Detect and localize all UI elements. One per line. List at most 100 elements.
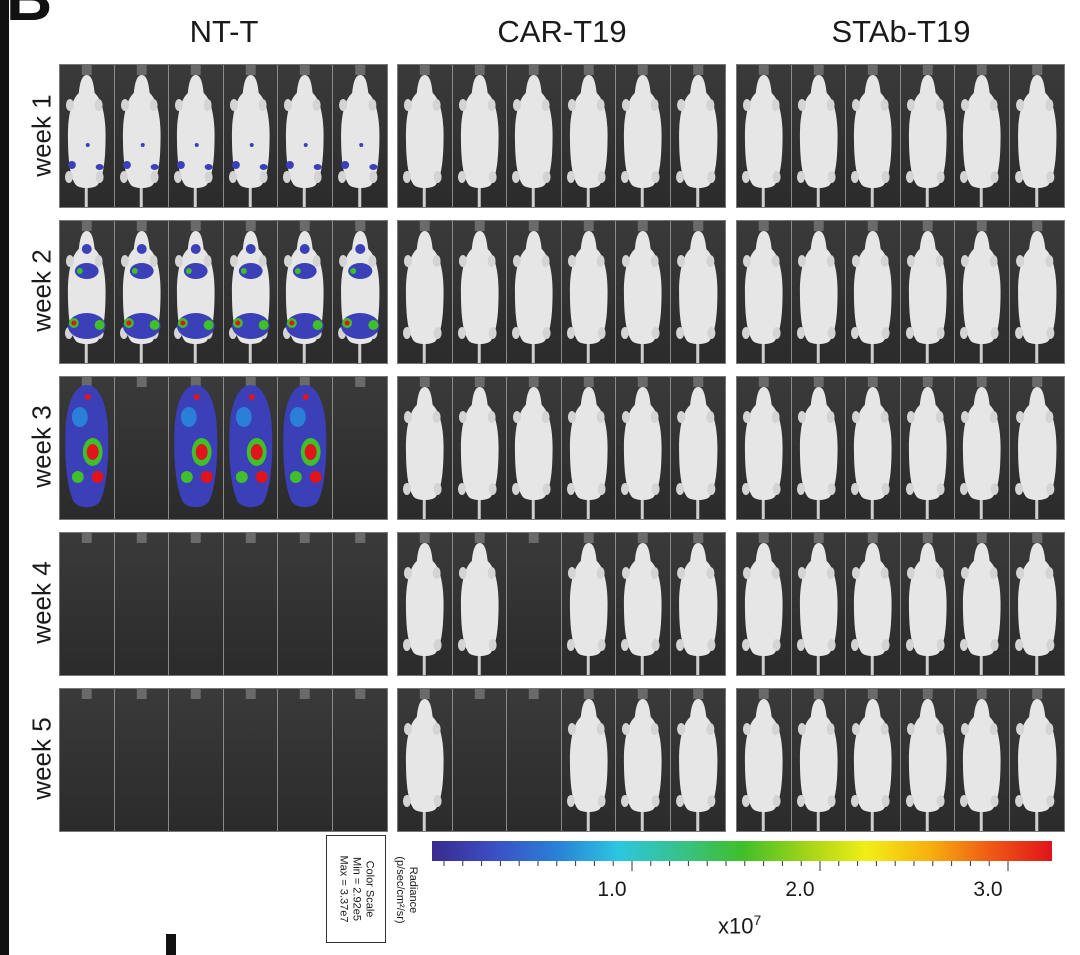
mouse-image-cell (452, 65, 507, 207)
mouse-image-cell (114, 65, 169, 207)
mouse-silhouette (620, 533, 662, 675)
image-strip (59, 64, 388, 208)
mouse-image-cell (791, 221, 846, 363)
tick-label-3: 3.0 (973, 878, 1003, 901)
mouse-image-cell (223, 689, 278, 831)
mouse-silhouette (1014, 221, 1056, 363)
color-scale-box: Color Scale Min = 2.92e5 Max = 3.37e7 (326, 835, 386, 943)
mouse-image-cell (223, 221, 278, 363)
mouse-silhouette (566, 533, 608, 675)
mouse-silhouette (402, 377, 444, 519)
mouse-image-cell (561, 533, 616, 675)
image-strip (59, 220, 388, 364)
mouse-silhouette (228, 377, 272, 508)
mouse-image-cell (670, 65, 725, 207)
mouse-image-cell (670, 533, 725, 675)
mouse-image-cell (846, 533, 901, 675)
colorbar (432, 841, 1052, 861)
mouse-silhouette (354, 689, 365, 699)
mouse-image-cell (332, 65, 387, 207)
mouse-image-cell (332, 377, 387, 519)
mouse-image-cell (507, 377, 562, 519)
mouse-image-cell (955, 65, 1010, 207)
mouse-silhouette (173, 65, 215, 207)
mouse-silhouette (850, 533, 892, 675)
mouse-silhouette (337, 65, 379, 207)
image-strip (736, 532, 1065, 676)
mouse-image-cell (278, 65, 333, 207)
mouse-silhouette (796, 377, 838, 519)
mouse-image-cell (955, 689, 1010, 831)
mouse-image-cell (791, 689, 846, 831)
panel-letter: B (6, 0, 52, 30)
mouse-silhouette (228, 65, 270, 207)
mouse-image-cell (114, 377, 169, 519)
mouse-image-cell (452, 533, 507, 675)
mouse-image-cell (900, 533, 955, 675)
mouse-image-cell (846, 65, 901, 207)
mouse-image-cell (332, 689, 387, 831)
mouse-image-cell (169, 65, 224, 207)
mouse-silhouette (1014, 689, 1056, 831)
image-strip (736, 376, 1065, 520)
mouse-silhouette (905, 377, 947, 519)
mouse-image-cell (452, 221, 507, 363)
mouse-image-cell (278, 221, 333, 363)
mouse-image-cell (169, 533, 224, 675)
mouse-image-cell (278, 533, 333, 675)
mouse-silhouette (796, 221, 838, 363)
mouse-silhouette (337, 221, 379, 363)
image-strip (397, 532, 726, 676)
mouse-silhouette (81, 533, 92, 543)
group-title-car-t19: CAR-T19 (497, 14, 627, 49)
mouse-silhouette (283, 377, 327, 508)
mouse-image-cell (900, 377, 955, 519)
mouse-image-cell (507, 689, 562, 831)
mouse-image-cell (1009, 65, 1064, 207)
image-strip (397, 220, 726, 364)
mouse-silhouette (741, 65, 783, 207)
mouse-image-cell (114, 689, 169, 831)
mouse-image-cell (1009, 689, 1064, 831)
radiance-title: Radiance (407, 866, 419, 914)
mouse-silhouette (620, 65, 662, 207)
mouse-image-cell (60, 533, 115, 675)
mouse-image-cell (114, 533, 169, 675)
mouse-silhouette (850, 65, 892, 207)
image-strip (59, 376, 388, 520)
mouse-silhouette (174, 377, 218, 508)
mouse-silhouette (81, 689, 92, 699)
mouse-silhouette (566, 221, 608, 363)
mouse-image-cell (169, 377, 224, 519)
mouse-image-cell (670, 221, 725, 363)
mouse-image-cell (737, 533, 792, 675)
image-strip (59, 688, 388, 832)
mouse-image-cell (332, 221, 387, 363)
mouse-image-cell (1009, 221, 1064, 363)
mouse-silhouette (1014, 533, 1056, 675)
mouse-silhouette (136, 689, 147, 699)
mouse-silhouette (850, 689, 892, 831)
mouse-silhouette (796, 533, 838, 675)
mouse-image-cell (616, 377, 671, 519)
row-label-week-2: week 2 (26, 248, 57, 332)
mouse-image-cell (169, 689, 224, 831)
mouse-silhouette (245, 689, 256, 699)
mouse-silhouette (299, 533, 310, 543)
mouse-silhouette (402, 65, 444, 207)
left-edge-bar (0, 0, 9, 955)
mouse-silhouette (190, 533, 201, 543)
mouse-silhouette (528, 689, 539, 699)
mouse-image-cell (1009, 533, 1064, 675)
mouse-silhouette (119, 65, 161, 207)
mouse-image-cell (737, 221, 792, 363)
mouse-silhouette (511, 65, 553, 207)
mouse-silhouette (64, 65, 106, 207)
mouse-image-cell (60, 221, 115, 363)
mouse-image-cell (332, 533, 387, 675)
mouse-image-cell (846, 377, 901, 519)
mouse-silhouette (136, 533, 147, 543)
mouse-image-cell (900, 65, 955, 207)
mouse-silhouette (228, 221, 270, 363)
mouse-silhouette (675, 65, 717, 207)
